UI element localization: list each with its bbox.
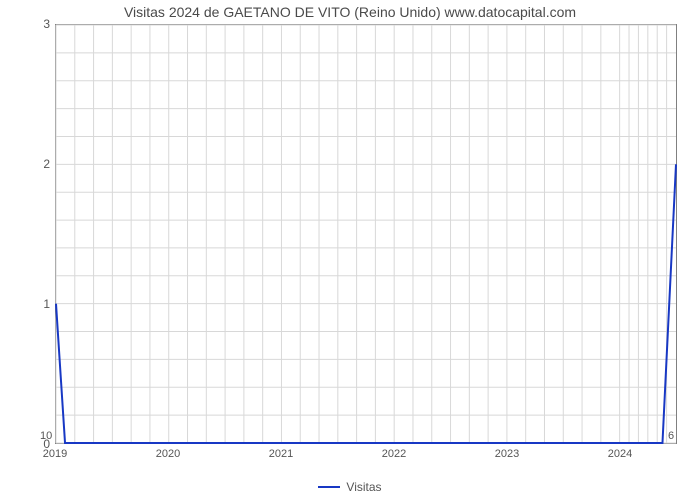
first-point-label: 10 xyxy=(40,430,52,442)
legend: Visitas xyxy=(0,475,700,494)
chart-container: Visitas 2024 de GAETANO DE VITO (Reino U… xyxy=(0,0,700,500)
legend-swatch xyxy=(318,486,340,488)
grid-svg xyxy=(56,25,676,443)
chart-title: Visitas 2024 de GAETANO DE VITO (Reino U… xyxy=(0,4,700,20)
x-tick-2021: 2021 xyxy=(269,448,293,460)
y-tick-2: 2 xyxy=(30,157,50,171)
x-tick-2019: 2019 xyxy=(43,448,67,460)
x-tick-2020: 2020 xyxy=(156,448,180,460)
x-tick-2023: 2023 xyxy=(495,448,519,460)
y-tick-3: 3 xyxy=(30,17,50,31)
legend-label: Visitas xyxy=(346,480,381,494)
plot-area xyxy=(55,24,677,444)
x-tick-2022: 2022 xyxy=(382,448,406,460)
y-tick-1: 1 xyxy=(30,297,50,311)
x-tick-2024: 2024 xyxy=(608,448,632,460)
